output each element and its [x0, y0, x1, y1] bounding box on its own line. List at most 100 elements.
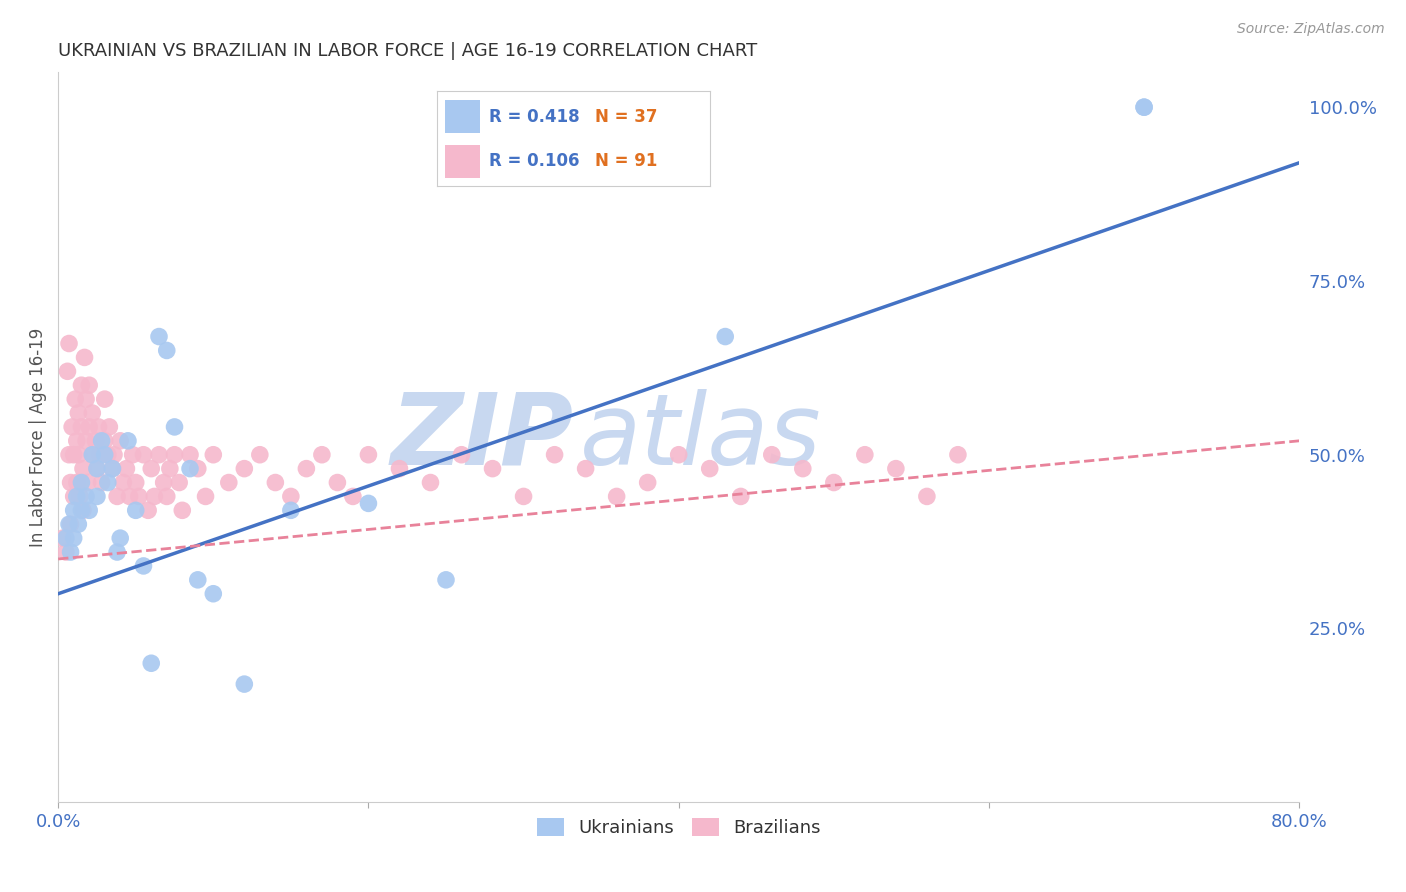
Point: [280, 490, 302, 504]
Point: [218, 475, 240, 490]
Point: [93, 448, 115, 462]
Point: [823, 475, 845, 490]
Point: [148, 448, 170, 462]
Point: [87, 420, 110, 434]
Point: [125, 503, 148, 517]
Point: [70, 378, 93, 392]
Point: [637, 475, 659, 490]
Point: [58, 336, 80, 351]
Point: [67, 448, 90, 462]
Point: [62, 448, 84, 462]
Point: [62, 531, 84, 545]
Point: [112, 475, 135, 490]
Point: [118, 490, 141, 504]
Point: [730, 490, 752, 504]
Point: [72, 461, 94, 475]
Point: [419, 475, 441, 490]
Point: [75, 392, 97, 406]
Point: [187, 461, 209, 475]
Point: [110, 434, 132, 448]
Point: [97, 475, 120, 490]
Point: [66, 490, 89, 504]
Point: [388, 461, 411, 475]
Point: [70, 503, 93, 517]
Point: [75, 490, 97, 504]
Point: [58, 448, 80, 462]
Point: [110, 531, 132, 545]
Point: [357, 448, 380, 462]
Point: [72, 503, 94, 517]
Point: [67, 517, 90, 532]
Point: [125, 475, 148, 490]
Point: [69, 490, 91, 504]
Point: [55, 545, 77, 559]
Point: [575, 461, 598, 475]
Point: [699, 461, 721, 475]
Point: [65, 392, 87, 406]
Point: [97, 448, 120, 462]
Point: [82, 406, 104, 420]
Point: [179, 448, 201, 462]
Point: [172, 503, 194, 517]
Point: [76, 475, 98, 490]
Point: [66, 475, 89, 490]
Point: [90, 475, 112, 490]
Point: [62, 503, 84, 517]
Point: [761, 448, 783, 462]
Point: [62, 490, 84, 504]
Point: [66, 434, 89, 448]
Point: [159, 461, 181, 475]
Point: [280, 503, 302, 517]
Point: [264, 475, 287, 490]
Point: [70, 420, 93, 434]
Point: [202, 448, 225, 462]
Point: [86, 490, 108, 504]
Text: Source: ZipAtlas.com: Source: ZipAtlas.com: [1237, 22, 1385, 37]
Point: [946, 448, 969, 462]
Point: [77, 503, 100, 517]
Point: [52, 531, 75, 545]
Point: [143, 490, 166, 504]
Point: [194, 490, 217, 504]
Point: [156, 490, 179, 504]
Point: [543, 448, 565, 462]
Point: [58, 517, 80, 532]
Point: [59, 475, 82, 490]
Point: [915, 490, 938, 504]
Point: [342, 490, 364, 504]
Point: [90, 434, 112, 448]
Point: [1133, 100, 1156, 114]
Point: [82, 448, 104, 462]
Text: ZIP: ZIP: [391, 389, 574, 486]
Point: [93, 392, 115, 406]
Point: [132, 558, 155, 573]
Point: [668, 448, 690, 462]
Point: [512, 490, 534, 504]
Point: [179, 461, 201, 475]
Point: [101, 461, 124, 475]
Point: [73, 351, 96, 365]
Point: [295, 461, 318, 475]
Point: [326, 475, 349, 490]
Point: [434, 573, 457, 587]
Point: [84, 434, 107, 448]
Point: [136, 503, 159, 517]
Point: [187, 573, 209, 587]
Point: [103, 448, 125, 462]
Text: UKRAINIAN VS BRAZILIAN IN LABOR FORCE | AGE 16-19 CORRELATION CHART: UKRAINIAN VS BRAZILIAN IN LABOR FORCE | …: [58, 42, 758, 60]
Point: [67, 406, 90, 420]
Point: [163, 448, 186, 462]
Point: [82, 448, 104, 462]
Point: [450, 448, 472, 462]
Point: [156, 343, 179, 358]
Point: [152, 475, 174, 490]
Point: [148, 329, 170, 343]
Point: [101, 461, 124, 475]
Point: [128, 490, 150, 504]
Point: [606, 490, 628, 504]
Point: [75, 434, 97, 448]
Point: [311, 448, 333, 462]
Point: [89, 448, 111, 462]
Point: [86, 461, 108, 475]
Point: [115, 461, 138, 475]
